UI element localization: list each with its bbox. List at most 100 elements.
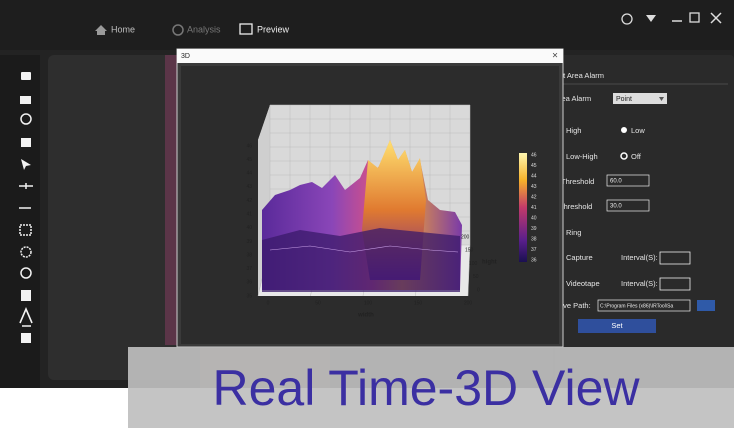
settings-panel xyxy=(555,55,734,388)
tool-select[interactable] xyxy=(21,159,31,170)
dialog-titlebar xyxy=(177,49,563,63)
x-tick-label: 200 xyxy=(464,300,473,306)
set-button-label[interactable]: Set xyxy=(611,321,623,330)
nav-home[interactable]: Home xyxy=(111,24,135,34)
toolbar xyxy=(0,55,40,388)
x-tick-label: 150 xyxy=(414,300,423,306)
colorbar-tick-label: 37 xyxy=(531,247,537,253)
set-button[interactable] xyxy=(578,319,656,333)
videotape-interval-label: Interval(S): xyxy=(621,279,658,288)
surface-contour xyxy=(269,245,459,253)
threshold-high-input[interactable] xyxy=(606,174,650,187)
threshold-high-label: Threshold xyxy=(561,177,594,186)
nav-preview[interactable]: Preview xyxy=(257,24,290,34)
tool-ellipse[interactable] xyxy=(20,246,32,258)
maximize[interactable] xyxy=(689,12,700,23)
save-path-value[interactable]: C:\Program Files (x86)\IRTool\Sa xyxy=(600,303,673,309)
area-alarm-label: rea Alarm xyxy=(559,94,591,103)
x-tick-label: 50 xyxy=(315,300,321,306)
y-tick-label: 150 xyxy=(465,248,474,254)
lowhigh-option[interactable]: Low-High xyxy=(566,152,598,161)
tick-labels: 46 45 44 43 42 41 40 39 38 37 36 35 0 50 100 150 200 200 1… xyxy=(246,143,536,306)
colorbar-tick-label: 40 xyxy=(531,215,537,221)
banner xyxy=(128,347,734,428)
ring-label: Ring xyxy=(566,228,581,237)
globe-icon[interactable] xyxy=(621,13,633,25)
y-tick-label: 100 xyxy=(469,261,478,267)
colorbar-tick-label: 46 xyxy=(531,152,537,158)
toolbar-icons xyxy=(19,72,33,343)
floor-grid-line xyxy=(467,244,471,297)
tool-rect[interactable] xyxy=(19,224,32,236)
z-tick-label: 46 xyxy=(246,143,252,149)
threshold-high-value[interactable]: 60.0 xyxy=(610,179,622,185)
videotape-interval-input[interactable] xyxy=(659,277,691,291)
capture-interval-input[interactable] xyxy=(659,251,691,265)
tool-camera[interactable] xyxy=(21,72,31,80)
colorbar-tick-label: 45 xyxy=(531,163,537,169)
area-alarm-select[interactable] xyxy=(613,93,667,104)
x-axis-label: width xyxy=(357,313,374,319)
y-tick-label: 50 xyxy=(473,274,479,280)
tool-text[interactable] xyxy=(19,306,33,327)
capture-label: Capture xyxy=(566,253,593,262)
preview-icon[interactable] xyxy=(239,23,253,35)
dialog-title: 3D xyxy=(181,53,190,60)
surface-front xyxy=(262,228,460,292)
dialog-close[interactable]: × xyxy=(552,51,558,62)
colorbar-tick-label: 43 xyxy=(531,184,537,190)
threshold-low-label: Threshold xyxy=(559,202,592,211)
select-arrow xyxy=(659,97,664,101)
save-path-label: ave Path: xyxy=(559,301,591,310)
off-option[interactable]: Off xyxy=(631,152,642,161)
off-radio[interactable] xyxy=(620,152,628,160)
browse-button[interactable] xyxy=(697,300,715,311)
capture-interval-label: Interval(S): xyxy=(621,253,658,262)
tool-video[interactable] xyxy=(20,96,31,104)
threshold-low-value[interactable]: 30.0 xyxy=(610,204,622,210)
panel-title: et Area Alarm xyxy=(559,71,604,80)
tool-rotate[interactable] xyxy=(20,113,32,125)
tool-delete[interactable] xyxy=(21,290,31,301)
x-tick-label: 0 xyxy=(267,300,270,306)
close-window[interactable] xyxy=(710,12,722,24)
tool-export[interactable] xyxy=(21,333,31,343)
colorbar-tick-label: 36 xyxy=(531,257,537,263)
colorbar-tick-label: 39 xyxy=(531,226,537,232)
dropdown-icon[interactable] xyxy=(646,15,656,22)
low-option[interactable]: Low xyxy=(631,126,645,135)
x-tick-label: 100 xyxy=(364,300,373,306)
low-radio[interactable] xyxy=(621,127,627,133)
z-tick-label: 37 xyxy=(246,266,252,272)
high-option[interactable]: High xyxy=(566,126,581,135)
nav-analysis[interactable]: Analysis xyxy=(187,24,221,34)
y-tick-label: 0 xyxy=(477,287,480,293)
tool-3d[interactable] xyxy=(21,138,31,147)
home-icon[interactable] xyxy=(95,25,107,35)
z-tick-label: 38 xyxy=(246,252,252,258)
z-tick-label: 41 xyxy=(246,212,252,218)
colorbar-tick-label: 44 xyxy=(531,173,537,179)
save-path-input[interactable] xyxy=(597,299,691,312)
tool-point[interactable] xyxy=(19,183,33,189)
threshold-low-input[interactable] xyxy=(606,199,650,212)
tool-polygon[interactable] xyxy=(20,267,32,279)
banner-text: Real Time-3D View xyxy=(212,360,640,416)
z-tick-label: 35 xyxy=(246,293,252,299)
colorbar-tick-label: 42 xyxy=(531,194,537,200)
colorbar xyxy=(519,153,527,262)
y-axis-label: hight xyxy=(482,260,497,266)
area-alarm-value[interactable]: Point xyxy=(616,96,632,103)
z-tick-label: 44 xyxy=(246,171,252,177)
z-tick-label: 39 xyxy=(246,239,252,245)
z-tick-label: 36 xyxy=(246,280,252,286)
z-tick-label: 42 xyxy=(246,198,252,204)
videotape-label: Videotape xyxy=(566,279,600,288)
colorbar-tick-label: 38 xyxy=(531,236,537,242)
z-tick-label: 43 xyxy=(246,184,252,190)
colorbar-tick-label: 41 xyxy=(531,205,537,211)
analysis-icon[interactable] xyxy=(172,24,184,36)
top-bar xyxy=(0,0,734,50)
z-tick-label: 45 xyxy=(246,157,252,163)
